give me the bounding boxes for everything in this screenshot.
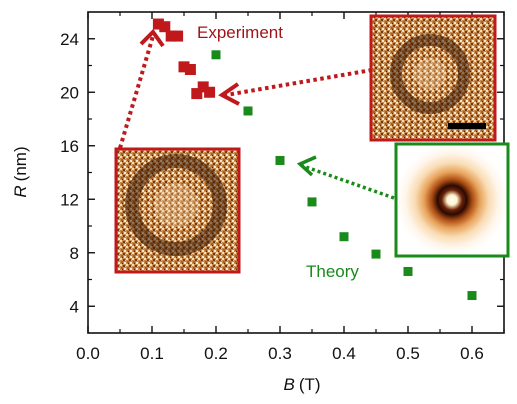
theory-point	[339, 232, 349, 242]
experiment-arrow-left	[118, 28, 165, 149]
x-tick-label: 0.5	[396, 344, 420, 363]
x-tick-label: 0.4	[332, 344, 356, 363]
x-tick-label: 0.1	[140, 344, 164, 363]
y-tick-label: 16	[60, 137, 79, 156]
theory-point	[211, 50, 221, 60]
theory-label: Theory	[306, 262, 359, 281]
y-tick-label: 24	[60, 30, 79, 49]
experiment-arrow-right	[218, 68, 373, 106]
experiment-point	[172, 30, 184, 42]
data-points	[152, 18, 477, 301]
experiment-point	[204, 86, 216, 98]
theory-inset	[394, 142, 510, 258]
experiment-point	[197, 81, 209, 93]
theory-point	[275, 155, 285, 165]
y-tick-label: 4	[70, 297, 79, 316]
experiment-point	[184, 64, 196, 76]
y-tick-label: 20	[60, 83, 79, 102]
scale-bar	[448, 123, 486, 129]
theory-point	[371, 249, 381, 259]
theory-point	[467, 291, 477, 301]
theory-point	[403, 266, 413, 276]
y-axis-label: R(nm)	[11, 146, 30, 197]
x-tick-label: 0.3	[268, 344, 292, 363]
x-tick-label: 0.2	[204, 344, 228, 363]
x-axis-label: B (T)	[283, 375, 320, 394]
theory-point	[243, 106, 253, 116]
experiment-inset-right	[369, 14, 497, 142]
tick-group	[87, 12, 505, 333]
experiment-point	[165, 30, 177, 42]
experiment-point	[178, 61, 190, 73]
y-tick-label: 8	[70, 244, 79, 263]
theory-arrow	[296, 155, 395, 200]
y-tick-label: 12	[60, 190, 79, 209]
experiment-point	[152, 18, 164, 30]
experiment-inset-left	[114, 147, 241, 274]
experiment-point	[159, 21, 171, 33]
x-tick-label: 0.0	[76, 344, 100, 363]
experiment-label: Experiment	[197, 23, 283, 42]
theory-point	[307, 197, 317, 207]
experiment-point	[191, 88, 203, 100]
x-tick-label: 0.6	[460, 344, 484, 363]
tick-label-group: 0.0 0.1 0.2 0.3 0.4 0.5 0.6 4 8 12 16 20 24	[60, 30, 484, 363]
